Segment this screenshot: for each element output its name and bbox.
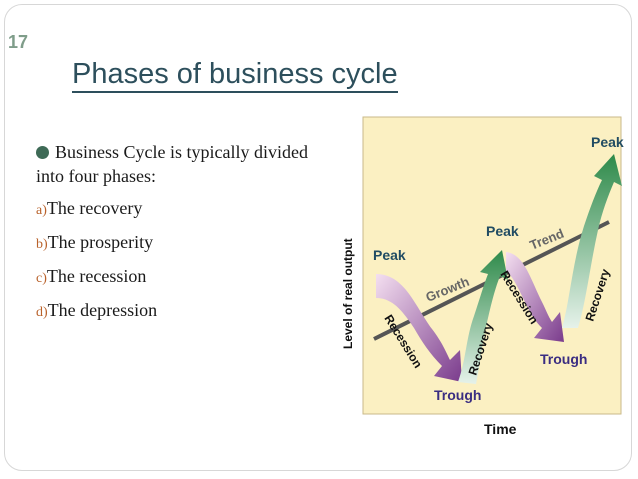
recovery-arrow-2 xyxy=(562,154,622,328)
peak-label-1: Peak xyxy=(373,247,406,263)
recession-arrow-1 xyxy=(376,274,462,382)
recovery-arrow-1 xyxy=(458,250,508,384)
recession-arrow-2 xyxy=(506,252,564,342)
bullet-item: a)The recovery xyxy=(36,197,336,222)
bullet-lead-text: Business Cycle is typically divided into… xyxy=(36,142,308,186)
peak-label-3: Peak xyxy=(591,134,624,150)
bullet-list: Business Cycle is typically divided into… xyxy=(36,140,336,324)
slide-number: 17 xyxy=(8,32,29,52)
business-cycle-svg: Peak Peak Peak Trough Trough Growth Tren… xyxy=(341,116,624,437)
bullet-dot-icon xyxy=(36,146,49,159)
trough-label-1: Trough xyxy=(434,387,481,403)
bullet-text: The recovery xyxy=(46,198,143,218)
bullet-marker: b) xyxy=(36,237,48,252)
bullet-item: c)The recession xyxy=(36,265,336,290)
business-cycle-diagram: Peak Peak Peak Trough Trough Growth Tren… xyxy=(334,114,630,442)
y-axis-label: Level of real output xyxy=(341,238,355,349)
bullet-text: The prosperity xyxy=(47,232,154,252)
bullet-marker: c) xyxy=(36,271,47,286)
bullet-text: The depression xyxy=(47,300,158,320)
trough-label-2: Trough xyxy=(540,351,587,367)
bullet-item: d)The depression xyxy=(36,299,336,324)
bullet-marker: a) xyxy=(36,203,47,218)
x-axis-label: Time xyxy=(484,421,517,437)
peak-label-2: Peak xyxy=(486,223,519,239)
slide-title: Phases of business cycle xyxy=(72,58,398,93)
bullet-item: b)The prosperity xyxy=(36,231,336,256)
bullet-text: The recession xyxy=(46,266,147,286)
bullet-marker: d) xyxy=(36,305,48,320)
bullet-lead: Business Cycle is typically divided into… xyxy=(36,140,336,188)
